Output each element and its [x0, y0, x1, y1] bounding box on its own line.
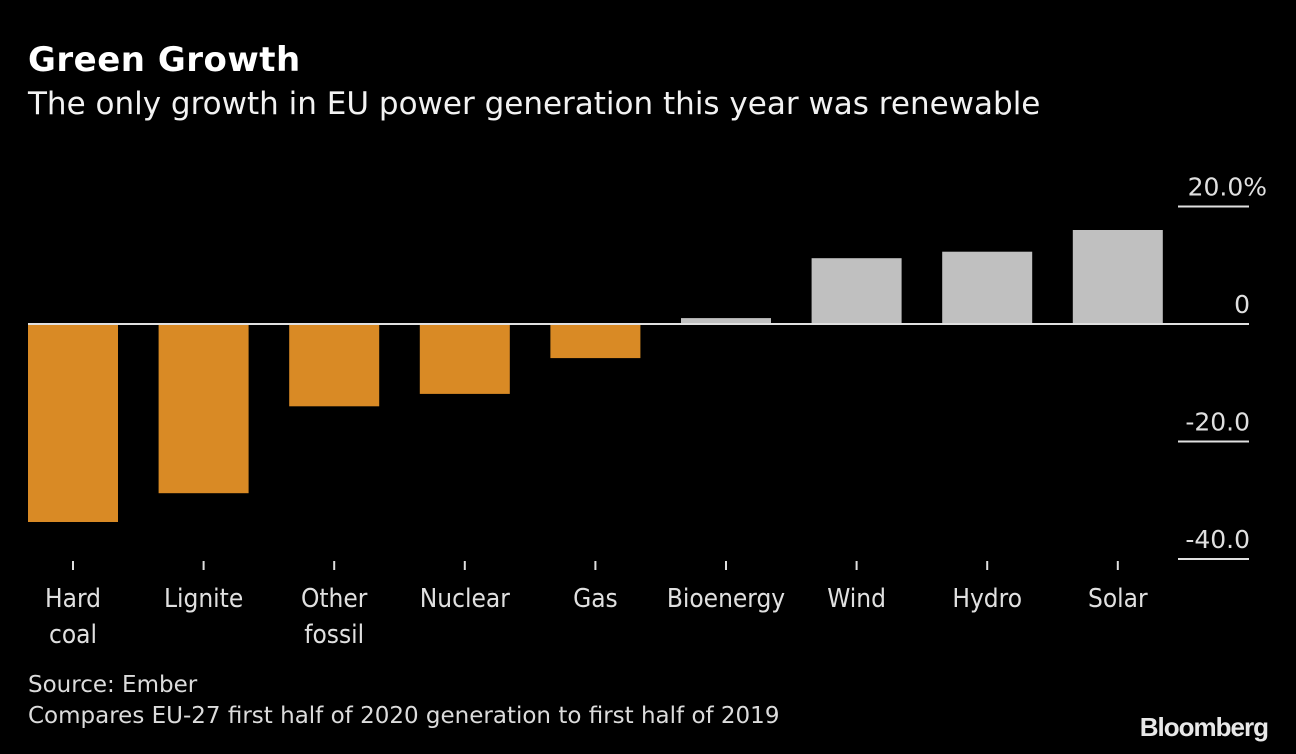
- y-tick-label: 0: [1234, 290, 1250, 319]
- bar-solar: [1072, 230, 1163, 324]
- bloomberg-logo: Bloomberg: [1139, 712, 1269, 742]
- bar-hydro: [942, 251, 1033, 324]
- x-tick-label: Wind: [827, 584, 886, 614]
- bar-lignite: [158, 324, 249, 494]
- bar-wind: [811, 258, 902, 324]
- bar-other-fossil: [289, 324, 380, 407]
- bars-group: [28, 230, 1163, 522]
- y-axis: 20.0% 0 -20.0 -40.0: [1178, 173, 1267, 560]
- x-tick-label: Hard coal: [45, 584, 101, 650]
- bar-nuclear: [419, 324, 510, 394]
- bar-hard-coal: [28, 324, 118, 522]
- x-tick-label: Other fossil: [301, 584, 368, 650]
- source-note: Source: Ember: [28, 672, 198, 698]
- x-tick-label: Lignite: [164, 584, 243, 614]
- y-tick-label: -20.0: [1185, 408, 1250, 437]
- x-tick-label: Nuclear: [420, 584, 510, 614]
- chart-subtitle: The only growth in EU power generation t…: [28, 86, 1041, 122]
- x-tick-label: Solar: [1088, 584, 1148, 614]
- footnote: Compares EU-27 first half of 2020 genera…: [28, 703, 780, 729]
- bar-gas: [550, 324, 641, 359]
- x-tick-label: Gas: [573, 584, 618, 614]
- x-tick-label: Bioenergy: [667, 584, 785, 614]
- x-tick-label: Hydro: [952, 584, 1022, 614]
- y-tick-label: 20.0%: [1188, 173, 1267, 202]
- chart-title: Green Growth: [28, 40, 301, 80]
- bar-bioenergy: [681, 318, 771, 324]
- y-tick-label: -40.0: [1185, 525, 1250, 554]
- x-axis: Hard coal Lignite Other fossil Nuclear Gas Bioe…: [45, 561, 1148, 650]
